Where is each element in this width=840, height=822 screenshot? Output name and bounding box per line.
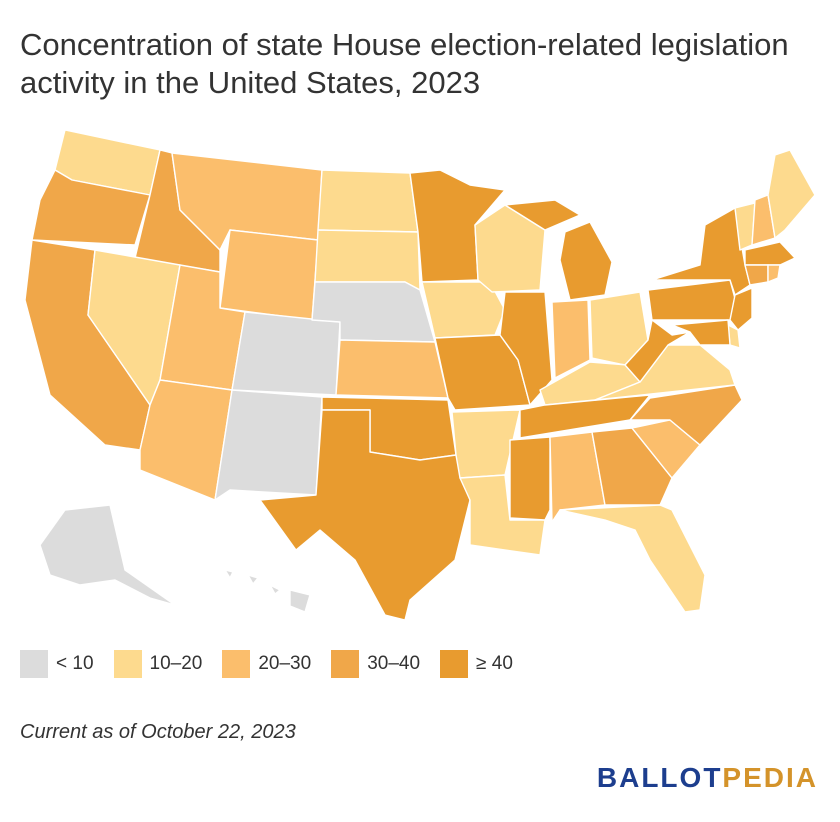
legend-swatch (20, 650, 48, 678)
legend-label: 30–40 (367, 653, 421, 674)
state-HI (224, 569, 311, 613)
state-FL (559, 504, 706, 613)
state-IN (551, 299, 591, 379)
legend-label: 20–30 (258, 653, 312, 674)
legend: < 10 10–20 20–30 30–40 ≥ 40 (20, 650, 533, 678)
state-CO (231, 311, 341, 396)
state-ME (767, 149, 816, 239)
map-title: Concentration of state House election-re… (20, 27, 789, 100)
legend-item-10-20: 10–20 (113, 650, 203, 678)
state-MI (504, 199, 613, 301)
state-MA (744, 241, 796, 266)
state-IL (499, 291, 553, 406)
legend-item-30-40: 30–40 (331, 650, 420, 678)
state-KS (335, 339, 449, 399)
state-LA (459, 474, 546, 556)
state-ND (317, 169, 419, 233)
state-MS (509, 436, 551, 521)
ballotpedia-logo: BALLOTPEDIA (597, 762, 818, 794)
state-NY (651, 207, 751, 296)
legend-item-20-30: 20–30 (222, 650, 311, 678)
state-IA (421, 281, 506, 339)
state-NJ (729, 287, 753, 331)
legend-label: < 10 (56, 653, 94, 674)
state-NC (629, 384, 743, 446)
state-PA (647, 279, 739, 321)
state-TN (519, 394, 651, 439)
legend-item-lt10: < 10 (20, 650, 94, 678)
legend-swatch (222, 650, 251, 678)
state-AL (549, 431, 606, 523)
legend-label: 10–20 (149, 653, 203, 674)
state-OR (31, 169, 151, 246)
legend-swatch (331, 650, 360, 678)
state-WY (219, 229, 319, 321)
legend-swatch (113, 650, 142, 678)
state-GA (591, 427, 673, 506)
logo-part-pedia: PEDIA (722, 762, 818, 793)
state-RI (767, 264, 781, 283)
state-MD (671, 319, 731, 346)
state-WV (624, 319, 691, 383)
state-AK (39, 504, 176, 606)
state-TX (259, 409, 471, 621)
state-NM (214, 389, 323, 501)
state-SD (314, 229, 421, 291)
date-note: Current as of October 22, 2023 (20, 721, 296, 743)
us-states-map (24, 129, 816, 621)
legend-label: ≥ 40 (476, 653, 513, 674)
legend-swatch (440, 650, 469, 678)
legend-item-ge40: ≥ 40 (440, 650, 513, 678)
logo-part-ballot: BALLOT (596, 762, 723, 793)
